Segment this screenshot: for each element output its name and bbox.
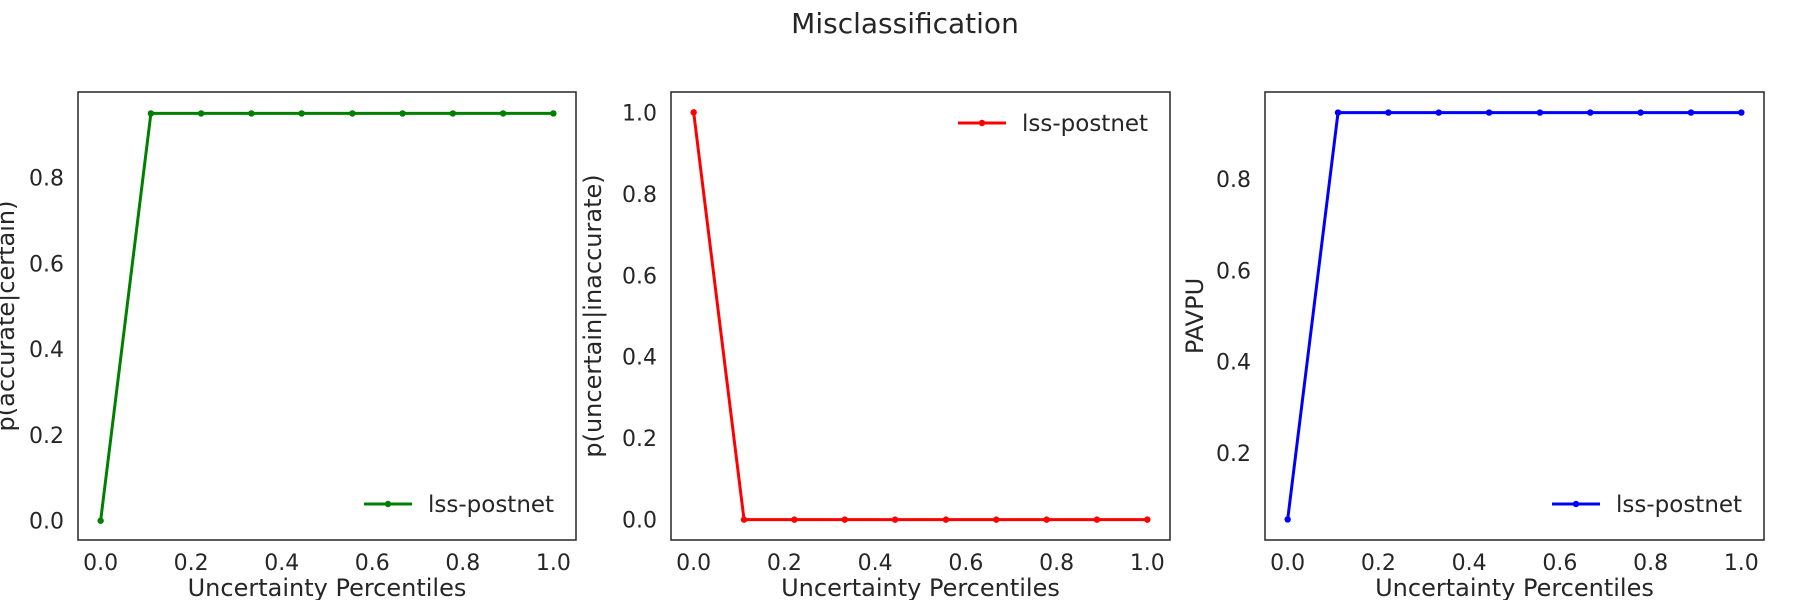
data-point [97,517,104,524]
legend-label: lss-postnet [1616,492,1742,518]
plot-frame [77,91,577,541]
data-point [1144,516,1151,523]
x-axis-label: Uncertainty Percentiles [781,574,1060,600]
data-point [1738,109,1745,116]
data-point [841,516,848,523]
x-tick-label: 0.8 [445,551,480,576]
data-point [1284,516,1291,523]
y-tick-label: 0.2 [1216,442,1251,467]
x-tick-label: 0.6 [1542,551,1577,576]
data-point [1435,109,1442,116]
legend-label: lss-postnet [428,492,554,518]
x-tick-label: 0.4 [858,551,893,576]
x-tick-label: 0.0 [83,551,118,576]
x-axis-label: Uncertainty Percentiles [1375,574,1654,600]
data-point [690,109,697,116]
x-tick-label: 0.2 [1361,551,1396,576]
x-tick-label: 0.6 [948,551,983,576]
data-point [248,110,255,117]
x-tick-label: 0.4 [264,551,299,576]
y-axis-label: p(accurate|certain) [0,201,20,432]
x-tick-label: 0.0 [676,551,711,576]
series-line [99,111,554,521]
series-line [1286,111,1742,520]
legend: lss-postnet [958,111,1148,137]
y-tick-label: 0.2 [622,427,657,452]
data-point [1385,109,1392,116]
y-tick-label: 0.8 [1216,168,1251,193]
y-tick-label: 0.0 [622,509,657,534]
data-point [298,110,305,117]
figure-title: Misclassification [791,7,1019,40]
x-tick-label: 0.2 [174,551,209,576]
data-point [1637,109,1644,116]
y-tick-label: 0.6 [29,252,64,277]
series-line [692,112,1148,522]
data-point [499,110,507,117]
legend-label: lss-postnet [1022,111,1148,137]
x-tick-label: 1.0 [536,551,571,576]
y-tick-label: 0.6 [622,264,657,289]
data-point [1536,109,1544,116]
y-tick-label: 0.6 [1216,259,1251,284]
data-point [1334,109,1342,116]
data-point [147,110,155,117]
x-tick-label: 0.6 [355,551,390,576]
chart-panel-1: 0.0 0.2 0.4 0.6 0.8 1.00.00.20.40.60.8Uncerta… [0,91,577,600]
y-tick-label: 0.8 [29,167,64,192]
data-point [791,516,798,523]
legend-marker [1572,500,1580,508]
y-tick-label: 0.2 [29,424,64,449]
y-tick-label: 0.8 [622,183,657,208]
y-tick-label: 1.0 [622,101,657,126]
data-point [1687,109,1695,116]
y-tick-label: 0.4 [1216,351,1251,376]
legend: lss-postnet [1552,492,1742,518]
data-point [197,110,205,117]
data-point [1485,109,1493,116]
data-point [1093,516,1101,523]
data-point [993,516,1000,523]
plot-frame [670,91,1171,541]
data-point [942,516,950,523]
y-axis-label: p(uncertain|inaccurate) [579,174,607,457]
chart-panel-2: 0.0 0.2 0.4 0.6 0.8 1.0 0.0 0.2 0.4 0.6 0.8 1.0 Unce… [579,91,1171,600]
x-tick-label: 0.8 [1039,551,1074,576]
x-tick-label: 0.0 [1270,551,1305,576]
legend-marker [384,500,392,508]
data-point [399,110,406,117]
x-tick-label: 0.8 [1633,551,1668,576]
chart-panel-3: 0.0 0.2 0.4 0.6 0.8 1.00.20.40.60.8Uncertaint… [1181,91,1765,600]
x-tick-label: 1.0 [1130,551,1165,576]
y-tick-label: 0.4 [622,346,657,371]
x-tick-label: 0.4 [1452,551,1487,576]
data-point [1587,109,1594,116]
data-point [349,110,356,117]
x-tick-label: 0.2 [767,551,802,576]
y-tick-label: 0.4 [29,338,64,363]
y-tick-label: 0.0 [29,510,64,535]
y-axis-label: PAVPU [1181,278,1209,354]
data-point [1043,516,1050,523]
legend: lss-postnet [364,492,554,518]
x-axis-label: Uncertainty Percentiles [188,574,467,600]
data-point [550,110,557,117]
legend-marker [978,119,986,127]
data-point [891,516,899,523]
data-point [449,110,457,117]
data-point [740,516,748,523]
plot-frame [1264,91,1765,541]
x-tick-label: 1.0 [1724,551,1759,576]
